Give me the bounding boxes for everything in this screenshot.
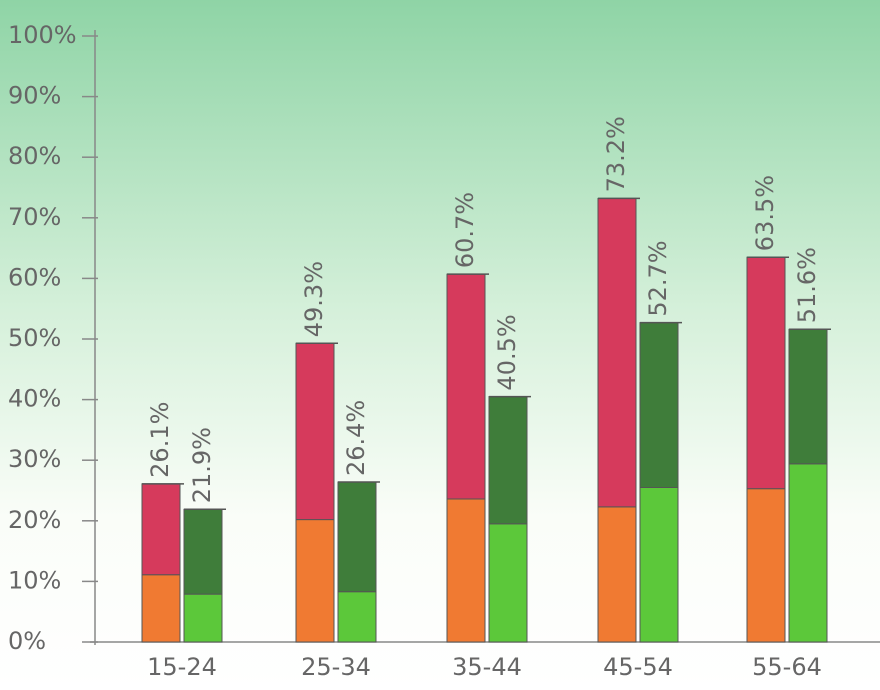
bar-segment (597, 506, 637, 643)
bar-segment (788, 328, 828, 465)
data-label: 26.4% (342, 400, 370, 476)
bar-segment (746, 256, 786, 490)
y-tick-label: 60% (8, 263, 61, 291)
bar-segment (446, 498, 486, 643)
data-label: 49.3% (300, 261, 328, 337)
bar-segment (295, 342, 335, 521)
y-tick-label: 20% (8, 506, 61, 534)
data-label: 73.2% (602, 116, 630, 192)
y-tick-label: 30% (8, 445, 61, 473)
x-tick-label: 15-24 (147, 653, 217, 681)
data-label: 60.7% (451, 192, 479, 268)
y-tick-label: 50% (8, 324, 61, 352)
bar-segment (295, 519, 335, 643)
bar-segment (337, 591, 377, 643)
data-label: 52.7% (644, 240, 672, 316)
bar-segment (183, 508, 223, 595)
y-tick-label: 70% (8, 203, 61, 231)
bar-segment (141, 574, 181, 643)
y-tick-label: 100% (8, 21, 77, 49)
bar-segment (788, 463, 828, 643)
y-tick-label: 80% (8, 142, 61, 170)
x-tick-label: 35-44 (452, 653, 522, 681)
bar-segment (446, 273, 486, 500)
bar-segment (337, 481, 377, 593)
y-tick-label: 40% (8, 385, 61, 413)
bar-segment (639, 322, 679, 488)
bar-segment (639, 486, 679, 643)
data-label: 40.5% (493, 314, 521, 390)
bar-segment (488, 523, 528, 643)
y-tick-label: 90% (8, 82, 61, 110)
bar-segment (141, 483, 181, 576)
x-tick-label: 55-64 (752, 653, 822, 681)
x-tick-label: 25-34 (301, 653, 371, 681)
data-label: 63.5% (751, 175, 779, 251)
bar-segment (746, 488, 786, 643)
bar-segment (597, 197, 637, 508)
y-tick-label: 10% (8, 566, 61, 594)
data-label: 51.6% (793, 247, 821, 323)
bar-segment (488, 396, 528, 525)
data-label: 21.9% (188, 427, 216, 503)
data-label: 26.1% (146, 402, 174, 478)
bar-segment (183, 593, 223, 643)
y-tick-label: 0% (8, 627, 46, 655)
x-tick-label: 45-54 (603, 653, 673, 681)
